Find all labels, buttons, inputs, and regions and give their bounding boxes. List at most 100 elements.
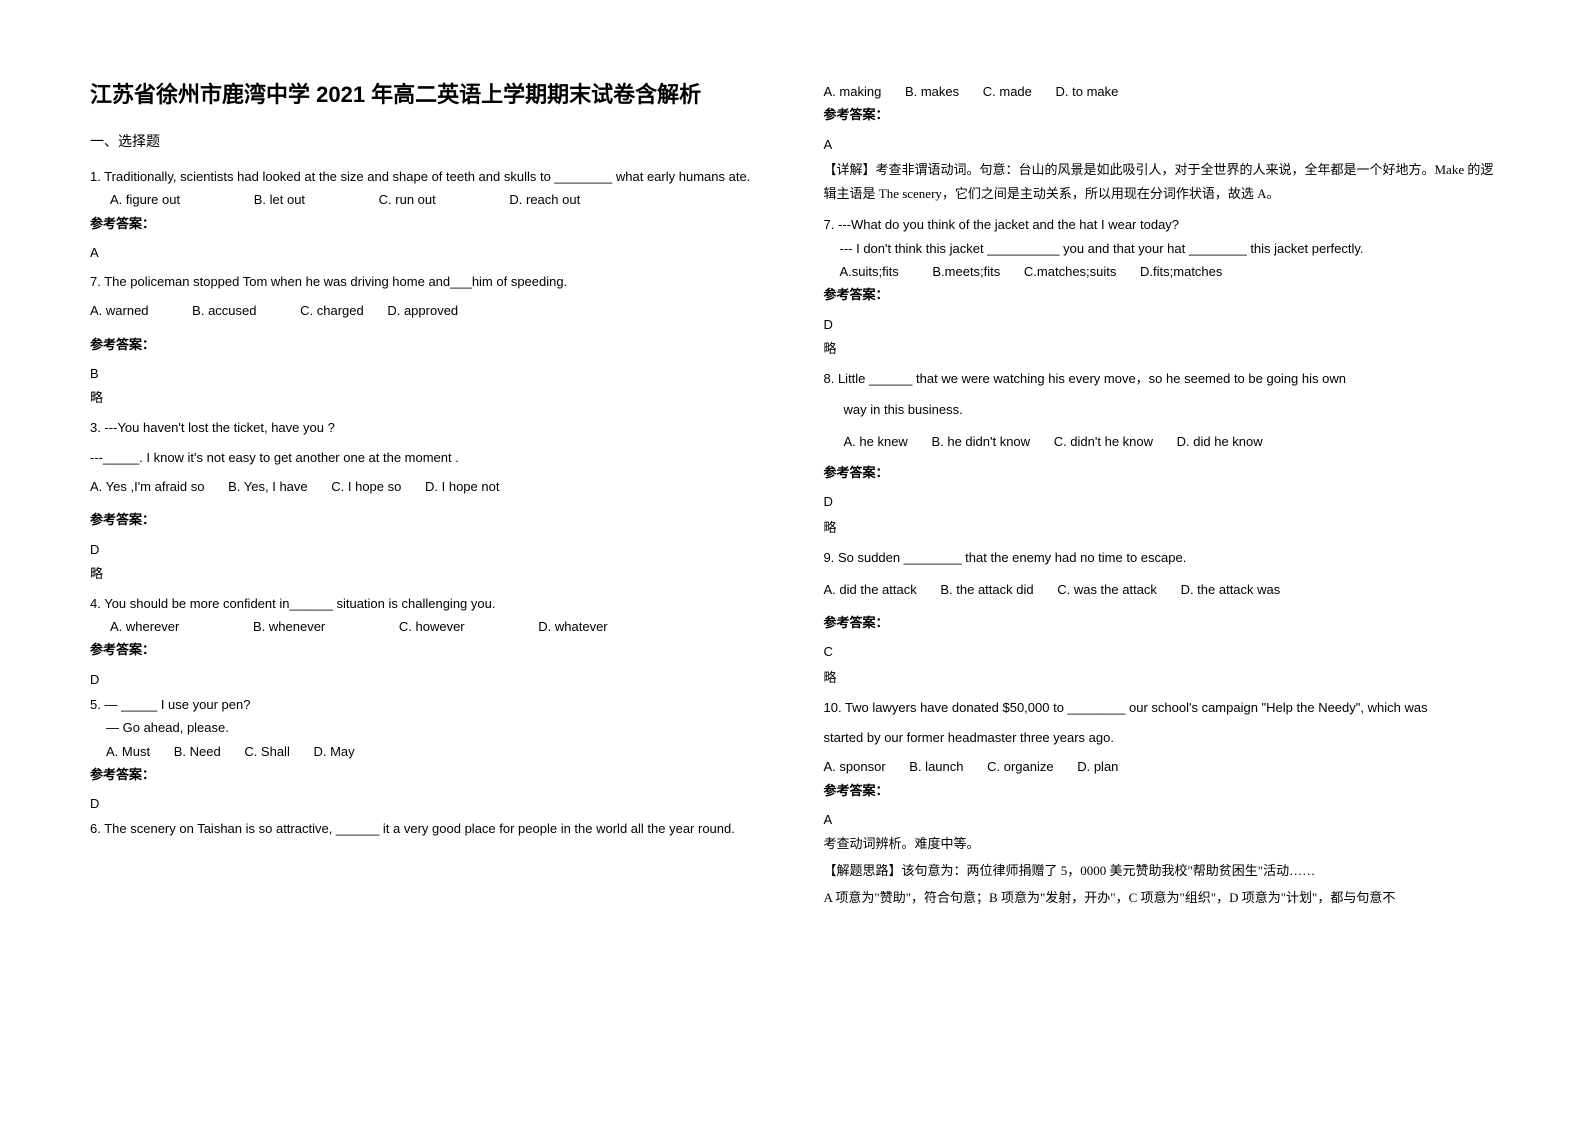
q7-stem2: --- I don't think this jacket __________… (840, 237, 1498, 260)
q6-opt-c: C. made (983, 80, 1032, 103)
right-column: A. making B. makes C. made D. to make 参考… (824, 80, 1498, 912)
q8-ans-label: 参考答案： (824, 461, 1498, 484)
q7-opt-b: B.meets;fits (932, 260, 1000, 283)
q1-stem: 1. Traditionally, scientists had looked … (90, 165, 764, 188)
q9-opt-a: A. did the attack (824, 578, 917, 601)
q3-stem2: ---_____. I know it's not easy to get an… (90, 446, 764, 469)
q2-opt-d: D. approved (387, 299, 458, 322)
q4-options: A. wherever B. whenever C. however D. wh… (90, 615, 764, 638)
q3-ans-label: 参考答案： (90, 508, 764, 531)
q7-answer: D (824, 317, 1498, 332)
q7-opt-a: A.suits;fits (840, 260, 899, 283)
q3-opt-b: B. Yes, I have (228, 475, 308, 498)
q5-answer: D (90, 796, 764, 811)
q3-opt-d: D. I hope not (425, 475, 499, 498)
q2-ans-label: 参考答案： (90, 333, 764, 356)
q2-note: 略 (90, 387, 764, 406)
q5-options: A. Must B. Need C. Shall D. May (106, 740, 764, 763)
page: 江苏省徐州市鹿湾中学 2021 年高二英语上学期期末试卷含解析 一、选择题 1.… (0, 0, 1587, 952)
q6-ans-label: 参考答案： (824, 103, 1498, 126)
q4-opt-a: A. wherever (110, 615, 179, 638)
q2-options: A. warned B. accused C. charged D. appro… (90, 299, 764, 322)
q10-opt-b: B. launch (909, 755, 963, 778)
q8-stem1: 8. Little ______ that we were watching h… (824, 367, 1498, 390)
question-10: 10. Two lawyers have donated $50,000 to … (824, 696, 1498, 802)
q1-answer: A (90, 245, 764, 260)
q2-stem: 7. The policeman stopped Tom when he was… (90, 270, 764, 293)
q6-opt-b: B. makes (905, 80, 959, 103)
q6-detail: 【详解】考查非谓语动词。句意：台山的风景是如此吸引人，对于全世界的人来说，全年都… (824, 158, 1498, 207)
q10-options: A. sponsor B. launch C. organize D. plan (824, 755, 1498, 778)
q3-opt-c: C. I hope so (331, 475, 401, 498)
q1-ans-label: 参考答案： (90, 212, 764, 235)
q5-ans-label: 参考答案： (90, 763, 764, 786)
q2-answer: B (90, 366, 764, 381)
question-9: 9. So sudden ________ that the enemy had… (824, 546, 1498, 634)
q8-options: A. he knew B. he didn't know C. didn't h… (844, 430, 1498, 453)
q10-ans-label: 参考答案： (824, 779, 1498, 802)
q4-answer: D (90, 672, 764, 687)
q1-opt-a: A. figure out (110, 188, 180, 211)
q10-detail2: 【解题思路】该句意为：两位律师捐赠了 5，0000 美元赞助我校"帮助贫困生"活… (824, 860, 1498, 879)
section-heading: 一、选择题 (90, 131, 764, 151)
q7-stem1: 7. ---What do you think of the jacket an… (824, 213, 1498, 236)
q10-stem2: started by our former headmaster three y… (824, 726, 1498, 749)
q3-opt-a: A. Yes ,I'm afraid so (90, 475, 205, 498)
q10-stem1: 10. Two lawyers have donated $50,000 to … (824, 696, 1498, 719)
q3-note: 略 (90, 563, 764, 582)
q8-answer: D (824, 494, 1498, 509)
question-8: 8. Little ______ that we were watching h… (824, 367, 1498, 485)
question-3: 3. ---You haven't lost the ticket, have … (90, 416, 764, 532)
question-7: 7. ---What do you think of the jacket an… (824, 213, 1498, 307)
q6-answer: A (824, 137, 1498, 152)
left-column: 江苏省徐州市鹿湾中学 2021 年高二英语上学期期末试卷含解析 一、选择题 1.… (90, 80, 764, 912)
q4-stem: 4. You should be more confident in______… (90, 592, 764, 615)
q3-options: A. Yes ,I'm afraid so B. Yes, I have C. … (90, 475, 764, 498)
q8-opt-d: D. did he know (1177, 430, 1263, 453)
q1-options: A. figure out B. let out C. run out D. r… (90, 188, 764, 211)
q4-opt-c: C. however (399, 615, 465, 638)
q2-opt-b: B. accused (192, 299, 256, 322)
q4-opt-d: D. whatever (538, 615, 607, 638)
q6-opt-a: A. making (824, 80, 882, 103)
question-5: 5. — _____ I use your pen? — Go ahead, p… (90, 693, 764, 787)
q10-opt-a: A. sponsor (824, 755, 886, 778)
question-4: 4. You should be more confident in______… (90, 592, 764, 662)
q7-opt-c: C.matches;suits (1024, 260, 1116, 283)
question-2: 7. The policeman stopped Tom when he was… (90, 270, 764, 356)
q3-answer: D (90, 542, 764, 557)
q8-opt-a: A. he knew (844, 430, 908, 453)
question-6: 6. The scenery on Taishan is so attracti… (90, 817, 764, 840)
document-title: 江苏省徐州市鹿湾中学 2021 年高二英语上学期期末试卷含解析 (90, 80, 764, 111)
q2-opt-c: C. charged (300, 299, 364, 322)
q10-detail1: 考查动词辨析。难度中等。 (824, 833, 1498, 852)
q9-opt-c: C. was the attack (1057, 578, 1157, 601)
q9-opt-b: B. the attack did (940, 578, 1033, 601)
q4-ans-label: 参考答案： (90, 638, 764, 661)
q8-opt-c: C. didn't he know (1054, 430, 1153, 453)
q9-options: A. did the attack B. the attack did C. w… (824, 578, 1498, 601)
q9-ans-label: 参考答案： (824, 611, 1498, 634)
q8-stem2: way in this business. (844, 398, 1498, 421)
q1-opt-b: B. let out (254, 188, 305, 211)
q8-opt-b: B. he didn't know (931, 430, 1030, 453)
q7-note: 略 (824, 338, 1498, 357)
q9-note: 略 (824, 667, 1498, 686)
q6-opt-d: D. to make (1056, 80, 1119, 103)
question-6-cont: A. making B. makes C. made D. to make 参考… (824, 80, 1498, 127)
q1-opt-c: C. run out (379, 188, 436, 211)
q7-opt-d: D.fits;matches (1140, 260, 1222, 283)
question-1: 1. Traditionally, scientists had looked … (90, 165, 764, 235)
q6-stem: 6. The scenery on Taishan is so attracti… (90, 817, 764, 840)
q5-opt-b: B. Need (174, 740, 221, 763)
q8-note: 略 (824, 517, 1498, 536)
q5-opt-a: A. Must (106, 740, 150, 763)
q3-stem1: 3. ---You haven't lost the ticket, have … (90, 416, 764, 439)
q5-opt-c: C. Shall (244, 740, 290, 763)
q10-answer: A (824, 812, 1498, 827)
q9-answer: C (824, 644, 1498, 659)
q7-ans-label: 参考答案： (824, 283, 1498, 306)
q9-opt-d: D. the attack was (1181, 578, 1281, 601)
q9-stem: 9. So sudden ________ that the enemy had… (824, 546, 1498, 569)
q10-detail3: A 项意为"赞助"，符合句意；B 项意为"发射，开办"，C 项意为"组织"，D … (824, 887, 1498, 906)
